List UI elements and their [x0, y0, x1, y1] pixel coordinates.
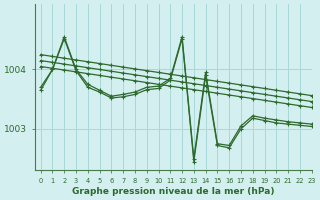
X-axis label: Graphe pression niveau de la mer (hPa): Graphe pression niveau de la mer (hPa) — [72, 187, 275, 196]
